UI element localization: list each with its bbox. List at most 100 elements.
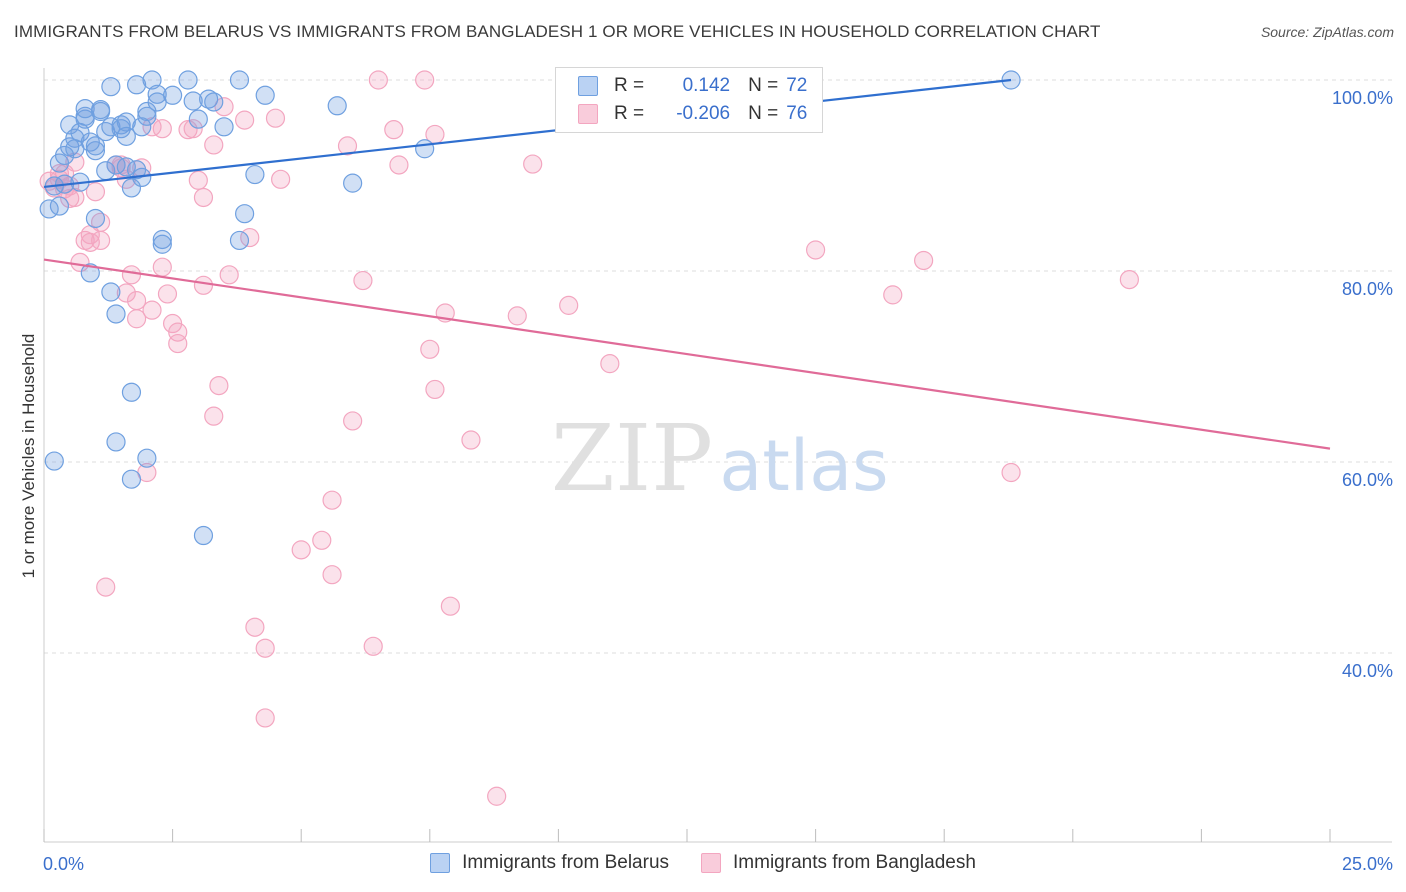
bangladesh-point [487,786,507,806]
belarus-legend-swatch [430,853,451,873]
bangladesh-point [559,295,579,315]
bangladesh-point [65,152,85,172]
belarus-point [178,70,198,90]
bangladesh-point [805,240,826,260]
bangladesh-point [152,257,172,277]
correlation-legend: R = 0.142 N = 72 R = -0.206 N = 76 [555,67,823,133]
x-tick-label: 0.0% [43,854,84,874]
bangladesh-point [384,120,404,140]
n-label: N = [748,75,779,96]
bangladesh-trend-line [43,258,1331,450]
bangladesh-point [90,230,111,251]
belarus-point [229,230,250,251]
y-tick-label: 60.0% [1342,470,1393,490]
bangladesh-point [322,565,342,585]
bangladesh-point [126,309,147,329]
y-tick-label: 80.0% [1342,279,1393,299]
tick-labels: 100.0% 80.0% 60.0% 40.0% 0.0% 25.0% [43,88,1393,874]
axes [43,68,1392,843]
belarus-point [116,126,136,146]
belarus-point [137,106,157,126]
bangladesh-point [1119,269,1139,290]
y-axis-label: 1 or more Vehicles in Household [19,334,38,579]
belarus-point [137,448,157,468]
bangladesh-point [389,155,409,175]
bangladesh-point [363,636,383,656]
bangladesh-point [271,169,291,189]
bangladesh-point [183,119,203,139]
bangladesh-point [523,154,543,174]
bangladesh-point [368,70,388,90]
belarus-point [255,85,275,105]
belarus-point [85,208,106,229]
bangladesh-point [507,306,527,326]
belarus-point [235,204,255,224]
belarus-point [214,117,234,137]
belarus-point [199,89,219,109]
belarus-point [137,101,157,122]
bangladesh-point [425,379,445,400]
belarus-point [147,84,167,104]
belarus-point [188,109,208,129]
legend-label-belarus: Immigrants from Belarus [462,852,670,873]
belarus-point [343,173,363,193]
belarus-point [152,234,172,254]
bangladesh-point [883,285,903,305]
bangladesh-point [49,163,70,184]
watermark-atlas: atlas [719,425,888,507]
bangladesh-point [353,270,373,291]
belarus-point [327,96,347,116]
belarus-point [142,70,162,90]
bangladesh-point [65,187,85,208]
n-label: N = [748,103,779,124]
bangladesh-point [121,265,142,285]
belarus-point [75,99,95,119]
bangladesh-point [85,182,106,202]
belarus-point [245,164,265,185]
watermark: ZIP atlas [551,405,889,512]
source-label: Source: ZipAtlas.com [1260,24,1394,40]
belarus-point [121,178,142,198]
legend-item-bangladesh[interactable]: Immigrants from Bangladesh [701,852,976,874]
bangladesh-point [90,212,111,232]
bangladesh-point [168,322,188,342]
legend-row-bangladesh: R = -0.206 N = 76 [578,102,807,126]
bangladesh-point [245,617,265,637]
r-value: 0.142 [682,75,731,96]
bangladesh-point [415,70,435,90]
y-tick-label: 100.0% [1332,88,1393,108]
belarus-point [229,70,250,90]
belarus-point [65,128,85,148]
belarus-swatch [578,76,598,96]
bangladesh-point [193,275,214,295]
belarus-point [101,282,121,302]
belarus-point [85,141,106,161]
belarus-point [85,136,106,156]
bangladesh-point [265,108,286,128]
belarus-points [39,70,1021,546]
bangladesh-point [312,530,332,550]
belarus-point [49,196,70,216]
bangladesh-point [461,430,481,450]
r-value: -0.206 [676,103,731,124]
legend-item-belarus[interactable]: Immigrants from Belarus [430,852,669,874]
belarus-trend-line [43,78,1012,189]
bangladesh-points [39,70,1139,806]
r-label: R = [614,75,645,96]
bangladesh-point [255,638,275,658]
belarus-point [163,85,183,105]
bangladesh-point [188,170,208,190]
trend-lines [43,78,1331,450]
bangladesh-point [168,333,188,354]
bangladesh-point [914,250,934,271]
bangladesh-point [343,411,363,431]
bangladesh-point [142,300,162,320]
belarus-point [106,432,126,452]
bangladesh-point [152,119,172,139]
bangladesh-point [235,110,255,130]
bangladesh-point [420,339,440,359]
belarus-point [121,382,142,402]
bangladesh-swatch [578,104,598,124]
bangladesh-point [322,490,342,510]
belarus-point [116,112,136,132]
